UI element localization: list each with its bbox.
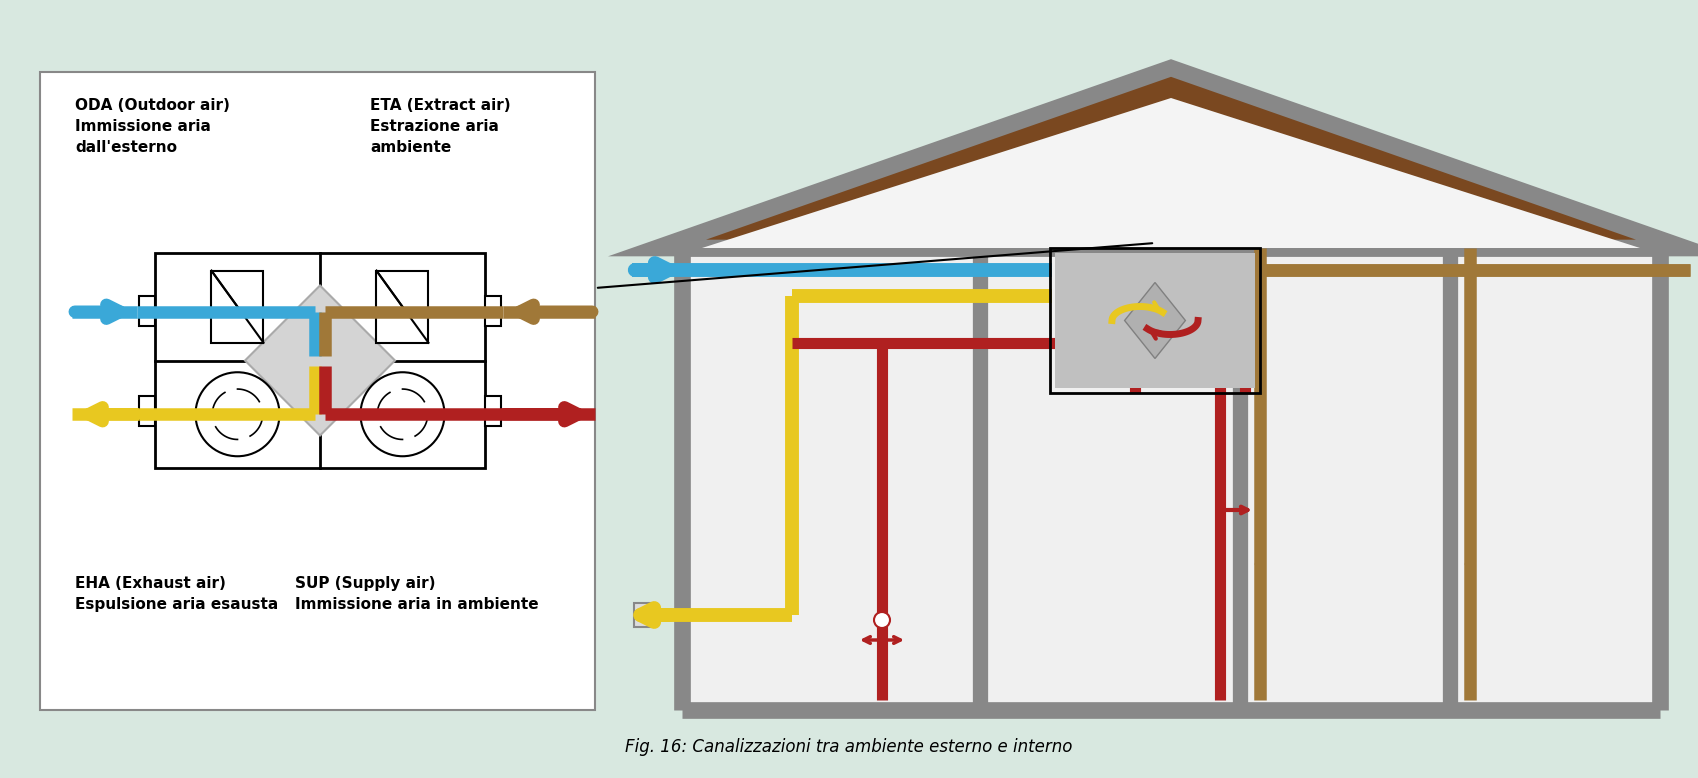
Polygon shape <box>701 98 1640 248</box>
Text: Fig. 16: Canalizzazioni tra ambiente esterno e interno: Fig. 16: Canalizzazioni tra ambiente est… <box>625 738 1073 756</box>
Bar <box>155 253 486 468</box>
Bar <box>633 603 652 627</box>
Bar <box>1049 248 1260 393</box>
Text: EHA (Exhaust air)
Espulsione aria esausta: EHA (Exhaust air) Espulsione aria esaust… <box>75 576 278 612</box>
Text: ETA (Extract air)
Estrazione aria
ambiente: ETA (Extract air) Estrazione aria ambien… <box>370 98 511 155</box>
Bar <box>683 248 1661 710</box>
Circle shape <box>360 372 445 456</box>
Bar <box>377 271 428 343</box>
Text: SUP (Supply air)
Immissione aria in ambiente: SUP (Supply air) Immissione aria in ambi… <box>295 576 538 612</box>
Bar <box>41 72 594 710</box>
Bar <box>212 271 263 343</box>
Bar <box>1054 253 1255 388</box>
Circle shape <box>874 612 890 628</box>
Polygon shape <box>1124 282 1185 359</box>
Bar <box>486 395 501 426</box>
Bar <box>139 296 155 325</box>
Bar <box>139 395 155 426</box>
Text: ODA (Outdoor air)
Immissione aria
dall'esterno: ODA (Outdoor air) Immissione aria dall'e… <box>75 98 229 155</box>
Bar <box>486 296 501 325</box>
Polygon shape <box>657 68 1684 248</box>
Circle shape <box>195 372 280 456</box>
Polygon shape <box>245 286 396 436</box>
